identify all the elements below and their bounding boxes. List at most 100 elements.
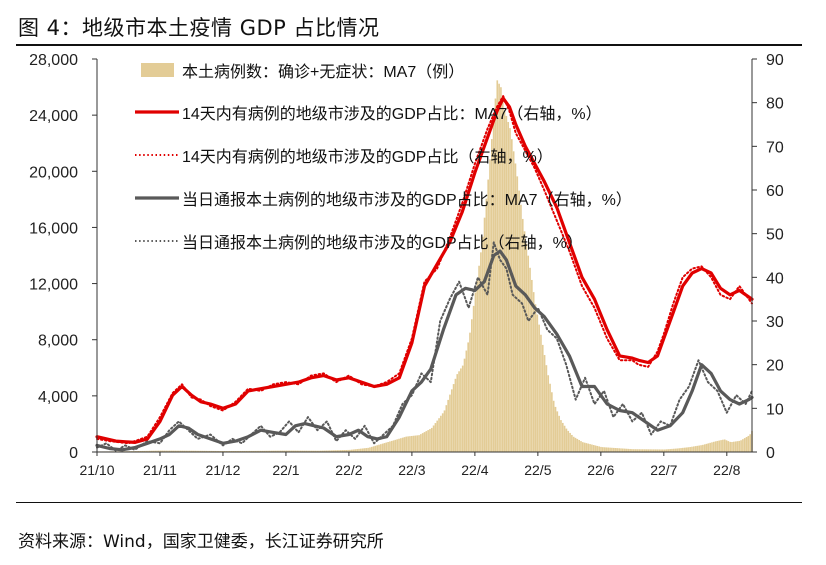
case-bar	[581, 442, 584, 452]
case-bar	[369, 447, 371, 452]
case-bar	[647, 449, 650, 452]
case-bar	[294, 450, 297, 452]
left-tick-label: 4,000	[38, 389, 78, 406]
case-bar	[545, 365, 548, 452]
case-bar	[609, 447, 611, 452]
case-bar	[272, 450, 275, 452]
case-bar	[596, 445, 599, 452]
case-bar	[376, 445, 379, 452]
right-tick-label: 80	[766, 96, 784, 113]
right-tick-label: 30	[766, 314, 784, 331]
case-bar	[745, 437, 748, 452]
case-bar	[210, 450, 213, 452]
case-bar	[572, 436, 575, 452]
case-bar	[216, 450, 218, 452]
case-bar	[400, 438, 402, 452]
case-bar	[520, 204, 522, 452]
case-bar	[365, 448, 368, 452]
case-bar	[552, 400, 555, 452]
case-bar	[363, 448, 366, 452]
case-bar	[409, 436, 411, 452]
case-bar	[640, 449, 642, 452]
case-bar	[732, 441, 735, 452]
case-bar	[201, 450, 204, 452]
case-bar	[718, 440, 721, 452]
case-bar	[622, 448, 624, 452]
case-bar	[612, 447, 615, 452]
case-bar	[683, 447, 686, 452]
case-bar	[269, 450, 271, 452]
case-bar	[620, 448, 622, 452]
case-bar	[694, 446, 697, 452]
case-bar	[614, 448, 617, 452]
case-bar	[420, 434, 422, 452]
case-bar	[707, 443, 710, 452]
case-bar	[168, 450, 171, 452]
case-bar	[671, 448, 673, 452]
case-bar	[350, 449, 353, 452]
right-tick-label: 90	[766, 52, 784, 69]
case-bar	[543, 355, 546, 452]
case-bar	[159, 450, 162, 452]
case-bar	[441, 413, 444, 452]
case-bar	[281, 450, 284, 452]
case-bar	[145, 450, 147, 452]
case-bar	[601, 447, 604, 452]
left-tick-label: 8,000	[38, 333, 78, 350]
case-bar	[154, 450, 157, 452]
case-bar	[722, 439, 724, 452]
case-bar	[307, 450, 309, 452]
case-bar	[576, 438, 579, 452]
case-bar	[516, 176, 519, 453]
case-bar	[170, 450, 173, 452]
right-tick-label: 0	[766, 445, 775, 462]
legend: 本土病例数：确诊+无症状：MA7（例） 14天内有病例的地级市涉及的GDP占比：M…	[135, 63, 632, 252]
case-bar	[551, 392, 553, 452]
case-bar	[638, 449, 641, 452]
case-bar	[654, 449, 657, 452]
case-bar	[172, 450, 175, 452]
x-tick-label: 22/2	[335, 462, 362, 478]
case-bar	[712, 441, 715, 452]
case-bar	[600, 446, 602, 452]
case-bar	[276, 450, 278, 452]
case-bar	[629, 448, 631, 452]
series-lines	[95, 95, 754, 452]
case-bar	[725, 440, 728, 452]
case-bar	[514, 163, 517, 452]
case-bar	[187, 450, 189, 452]
case-bar	[676, 448, 679, 452]
case-bar	[580, 441, 582, 452]
case-bar	[494, 98, 497, 452]
case-bar	[443, 410, 446, 452]
gdp14-line	[96, 95, 753, 445]
case-bar	[327, 450, 329, 452]
case-bar	[625, 448, 628, 452]
case-bar	[429, 429, 431, 452]
case-bar	[472, 305, 475, 452]
case-bar	[549, 383, 551, 452]
case-bar	[243, 450, 246, 452]
case-bar	[352, 449, 355, 452]
case-bar	[179, 450, 182, 452]
case-bar	[234, 450, 237, 452]
case-bar	[489, 159, 491, 453]
case-bar	[283, 450, 286, 452]
case-bar	[691, 446, 693, 452]
case-bar	[263, 450, 266, 452]
x-tick-label: 22/8	[713, 462, 740, 478]
case-bar	[474, 292, 477, 452]
case-bar	[416, 435, 419, 452]
case-bar	[261, 450, 264, 452]
case-bar	[378, 444, 380, 452]
case-bar	[558, 415, 560, 452]
case-bar	[285, 450, 288, 452]
case-bar	[361, 448, 364, 452]
case-bar	[138, 450, 140, 452]
right-tick-label: 50	[766, 227, 784, 244]
case-bar	[249, 450, 251, 452]
case-bar	[632, 449, 635, 452]
case-bar	[401, 437, 404, 452]
case-bar	[205, 450, 207, 452]
case-bar	[181, 450, 184, 452]
